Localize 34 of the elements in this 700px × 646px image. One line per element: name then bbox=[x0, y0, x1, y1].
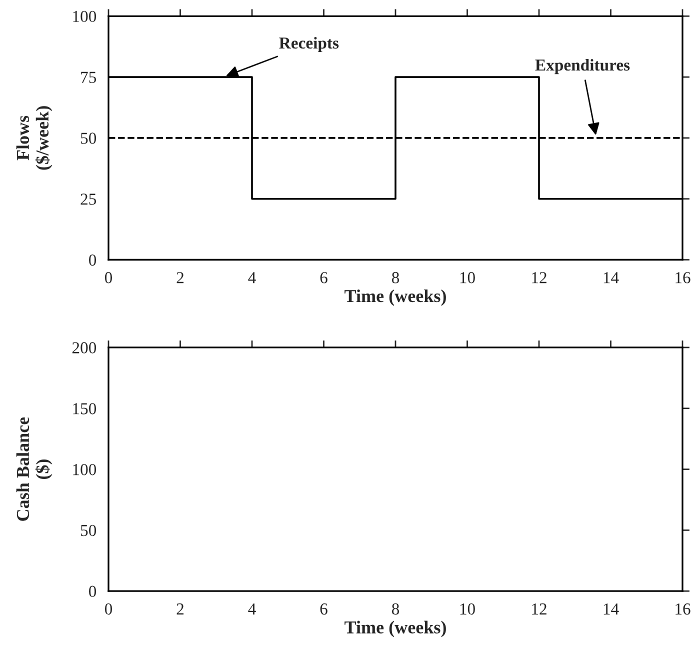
annotation: Receipts bbox=[279, 36, 339, 52]
x-tick-label: 6 bbox=[320, 272, 328, 284]
x-tick-label: 0 bbox=[104, 272, 112, 284]
x-tick-label: 2 bbox=[176, 272, 184, 284]
x-tick-label: 0 bbox=[104, 603, 112, 615]
y-tick-label: 50 bbox=[80, 132, 96, 144]
y-tick-label: 0 bbox=[88, 254, 96, 266]
y-tick-label: 25 bbox=[80, 194, 96, 205]
x-tick-label: 6 bbox=[320, 603, 328, 615]
x-tick-label: 4 bbox=[248, 603, 256, 614]
x-tick-label: 10 bbox=[460, 603, 475, 615]
y-tick-label: 100 bbox=[73, 464, 96, 476]
x-tick-label: 2 bbox=[176, 603, 184, 614]
y-axis-title: Cash Balance ($) bbox=[16, 417, 52, 521]
x-tick-label: 8 bbox=[392, 603, 400, 615]
annotation: Expenditures bbox=[535, 58, 630, 74]
y-tick-label: 150 bbox=[73, 403, 96, 414]
x-tick-label: 14 bbox=[604, 272, 619, 284]
y-tick-label: 75 bbox=[81, 72, 96, 83]
x-tick-label: 16 bbox=[676, 272, 690, 284]
x-axis-title: Time (weeks) bbox=[344, 289, 446, 306]
y-tick-label: 200 bbox=[72, 342, 96, 354]
x-tick-label: 14 bbox=[604, 603, 619, 614]
x-tick-label: 8 bbox=[392, 272, 400, 284]
y-tick-label: 50 bbox=[80, 524, 96, 536]
x-tick-label: 12 bbox=[532, 272, 546, 284]
x-tick-label: 4 bbox=[248, 272, 256, 284]
x-tick-label: 12 bbox=[532, 603, 546, 614]
x-tick-label: 10 bbox=[460, 272, 475, 284]
y-tick-label: 0 bbox=[88, 586, 96, 598]
x-axis-title: Time (weeks) bbox=[344, 620, 446, 638]
y-tick-label: 100 bbox=[73, 10, 96, 22]
x-tick-label: 16 bbox=[676, 603, 690, 615]
y-axis-title: Flows ($/week) bbox=[16, 106, 52, 170]
